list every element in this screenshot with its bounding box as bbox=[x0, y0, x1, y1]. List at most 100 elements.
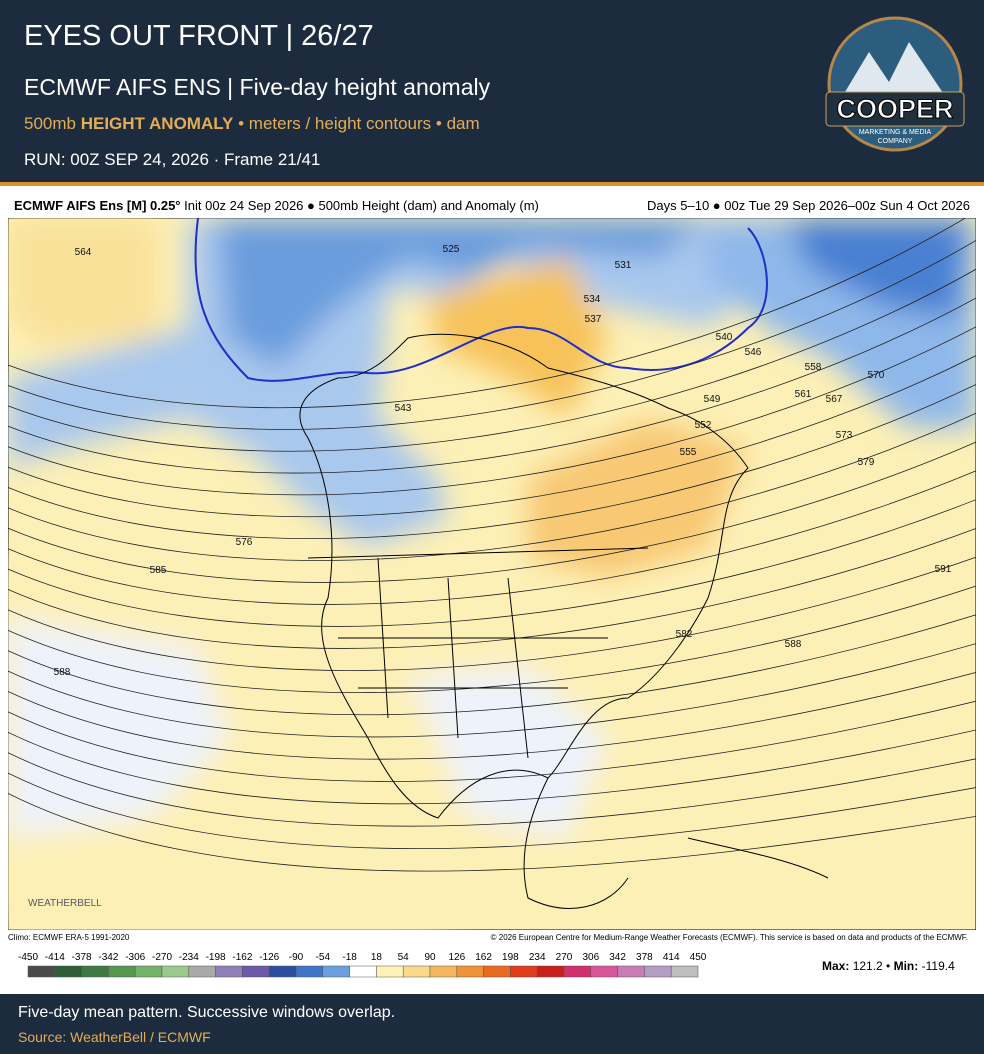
colorbar-label: 54 bbox=[398, 952, 410, 963]
contour-label: 567 bbox=[826, 394, 843, 405]
colorbar-swatch bbox=[429, 965, 458, 978]
contour-label: 585 bbox=[150, 565, 167, 576]
contour bbox=[8, 268, 976, 452]
run: RUN: 00Z SEP 24, 2026 · Frame 21/41 bbox=[24, 150, 321, 169]
sep: : bbox=[914, 959, 922, 973]
colorbar-label: 450 bbox=[690, 952, 707, 963]
colorbar-swatch bbox=[54, 965, 82, 978]
colorbar-label: -270 bbox=[152, 952, 172, 963]
contour-label: 531 bbox=[615, 260, 632, 271]
contour bbox=[8, 297, 976, 474]
contour bbox=[8, 614, 976, 716]
product-text: • meters / height contours • dam bbox=[233, 114, 480, 133]
colorbar: -450 -414 -378 -342 -306 -270 -234 -198 -162 -126… bbox=[18, 952, 707, 978]
contour bbox=[8, 585, 976, 693]
colorbar-label: -198 bbox=[206, 952, 226, 963]
colorbar-label: -342 bbox=[98, 952, 118, 963]
contour-label: 576 bbox=[236, 537, 253, 548]
title: EYES OUT FRONT | 26/27 bbox=[24, 20, 374, 52]
watermark: WEATHERBELL bbox=[28, 898, 102, 909]
contour-label: 591 bbox=[935, 564, 952, 575]
logo-text: COMPANY bbox=[878, 138, 913, 145]
contour-label: 537 bbox=[585, 314, 602, 325]
colorbar-swatch bbox=[322, 965, 350, 978]
copyright: © 2026 European Centre for Medium-Range … bbox=[490, 933, 968, 942]
max: 121.2 bbox=[852, 959, 883, 973]
logo: COOPER MARKETING & MEDIA COMPANY bbox=[825, 16, 965, 152]
colorbar-label: -450 bbox=[18, 952, 38, 963]
map-header: ECMWF AIFS Ens [M] 0.25° Init 00z 24 Sep… bbox=[14, 198, 539, 213]
contour bbox=[8, 441, 976, 583]
colorbar-swatch bbox=[670, 965, 699, 978]
colorbar-label: -414 bbox=[45, 952, 65, 963]
colorbar-label: -126 bbox=[259, 952, 279, 963]
contour bbox=[8, 752, 976, 827]
contour-label: 543 bbox=[395, 403, 412, 414]
map: 564 576 585 588 543 525 531 534 537 540 546 549 552 5… bbox=[8, 218, 976, 930]
max-label: Max bbox=[822, 959, 846, 973]
colorbar-label: 342 bbox=[609, 952, 626, 963]
contour-label: 582 bbox=[676, 629, 693, 640]
contour-label: 534 bbox=[584, 294, 601, 305]
colorbar-swatch bbox=[134, 965, 163, 978]
colorbar-label: 126 bbox=[448, 952, 465, 963]
description: Init 00z 24 Sep 2026 ● 500mb Height (dam… bbox=[184, 198, 539, 213]
colorbar-swatch bbox=[81, 965, 109, 978]
contour-label: 555 bbox=[680, 447, 697, 458]
min: -119.4 bbox=[921, 959, 955, 973]
colorbar-swatch bbox=[161, 965, 190, 978]
contour bbox=[8, 412, 976, 561]
colorbar-swatch bbox=[644, 965, 672, 978]
contour bbox=[8, 556, 976, 671]
height-contours bbox=[8, 218, 976, 872]
valid: Days 5–10 ● 00z Tue 29 Sep 2026–00z Sun … bbox=[647, 198, 970, 213]
footer: Five-day mean pattern. Successive window… bbox=[0, 994, 984, 1054]
contour bbox=[8, 527, 976, 649]
colorbar-label: -18 bbox=[342, 952, 357, 963]
anomaly-fill bbox=[8, 218, 976, 930]
colorbar-swatch bbox=[268, 965, 297, 978]
colorbar-label: 162 bbox=[475, 952, 492, 963]
contour bbox=[8, 700, 976, 782]
contour-label: 525 bbox=[443, 244, 460, 255]
contour-label: 552 bbox=[695, 420, 712, 431]
colorbar-swatch bbox=[108, 965, 136, 978]
contour bbox=[8, 729, 976, 805]
contour bbox=[8, 671, 976, 760]
sep: : bbox=[845, 959, 853, 973]
colorbar-label: 90 bbox=[424, 952, 436, 963]
contour bbox=[8, 326, 976, 496]
contour-label: 588 bbox=[785, 639, 802, 650]
model: ECMWF AIFS Ens [M] 0.25° bbox=[14, 198, 181, 213]
contour-label: 564 bbox=[75, 247, 92, 258]
contour-label: 579 bbox=[858, 457, 875, 468]
min-label: Min bbox=[893, 959, 915, 973]
contour-label: 549 bbox=[704, 394, 721, 405]
contour-labels: 564 576 585 588 543 525 531 534 537 540 546 549 552 5… bbox=[54, 244, 952, 678]
colorbar-label: 234 bbox=[529, 952, 546, 963]
contour-label: 588 bbox=[54, 667, 71, 678]
coastlines bbox=[299, 333, 829, 909]
colorbar-label: 378 bbox=[636, 952, 653, 963]
colorbar-swatch bbox=[456, 965, 484, 978]
climo: Climo: ECMWF ERA-5 1991-2020 bbox=[8, 933, 130, 942]
extremes: Max: 121.2 • Min: -119.4 bbox=[822, 959, 955, 973]
colorbar-swatch bbox=[188, 965, 216, 978]
colorbar-swatch bbox=[402, 965, 431, 978]
colorbar-swatch bbox=[295, 965, 324, 978]
contour-label: 573 bbox=[836, 430, 853, 441]
contour bbox=[8, 772, 976, 849]
colorbar-swatch bbox=[563, 965, 592, 978]
subtitle: ECMWF AIFS ENS | Five-day height anomaly bbox=[24, 74, 491, 100]
colorbar-label: -54 bbox=[316, 952, 331, 963]
logo-text: MARKETING & MEDIA bbox=[859, 129, 932, 136]
colorbar-label: -162 bbox=[232, 952, 252, 963]
colorbar-swatch bbox=[349, 965, 377, 978]
contour-label: 570 bbox=[868, 370, 885, 381]
colorbar-label: 198 bbox=[502, 952, 519, 963]
contour bbox=[8, 355, 976, 518]
contour-label: 546 bbox=[745, 347, 762, 358]
source: Source: WeatherBell / ECMWF bbox=[18, 1029, 211, 1045]
product-emph: HEIGHT ANOMALY bbox=[80, 114, 234, 133]
